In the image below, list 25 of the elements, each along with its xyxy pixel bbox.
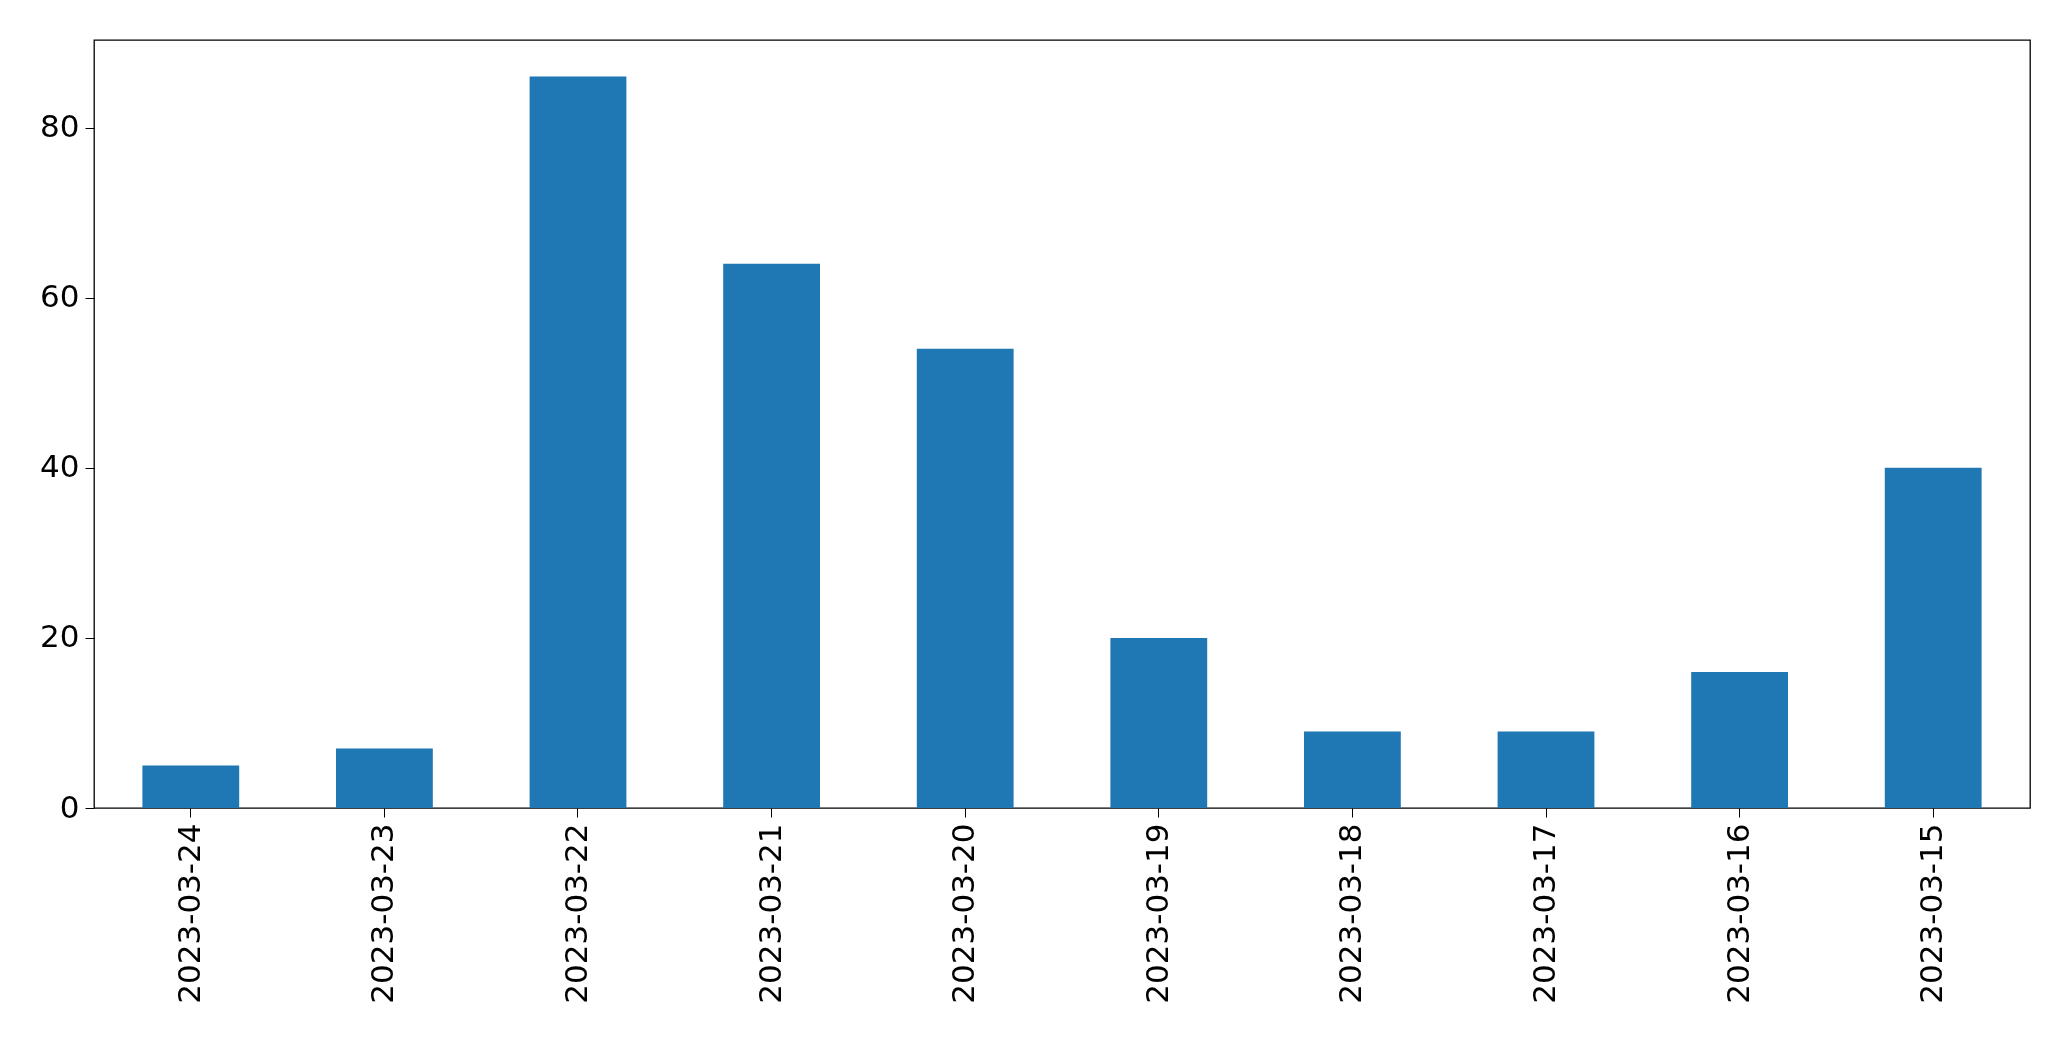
y-tick-label: 80 <box>40 108 80 145</box>
bar <box>1304 731 1401 808</box>
bar <box>723 263 820 808</box>
bar <box>916 348 1014 808</box>
bar <box>1884 467 1982 808</box>
y-tick-label: 0 <box>59 788 80 825</box>
x-tick-label: 2023-03-18 <box>1332 823 1369 1004</box>
bar <box>1691 671 1788 808</box>
x-tick-label: 2023-03-15 <box>1913 823 1950 1004</box>
bar <box>1110 637 1208 808</box>
y-tick-label: 60 <box>40 278 80 315</box>
x-tick-label: 2023-03-17 <box>1526 823 1562 1004</box>
x-tick-label: 2023-03-21 <box>751 823 788 1004</box>
x-tick-label: 2023-03-20 <box>945 823 982 1004</box>
x-tick-label: 2023-03-22 <box>558 823 594 1004</box>
x-tick-label: 2023-03-19 <box>1138 823 1175 1004</box>
bar <box>142 765 240 808</box>
bar <box>529 76 627 808</box>
bar <box>336 748 433 808</box>
y-tick-label: 40 <box>40 448 80 485</box>
y-tick-label: 20 <box>40 618 80 655</box>
x-tick-label: 2023-03-23 <box>364 823 401 1004</box>
bar <box>1497 731 1595 808</box>
x-tick-label: 2023-03-24 <box>170 823 207 1004</box>
x-tick-label: 2023-03-16 <box>1719 823 1756 1004</box>
